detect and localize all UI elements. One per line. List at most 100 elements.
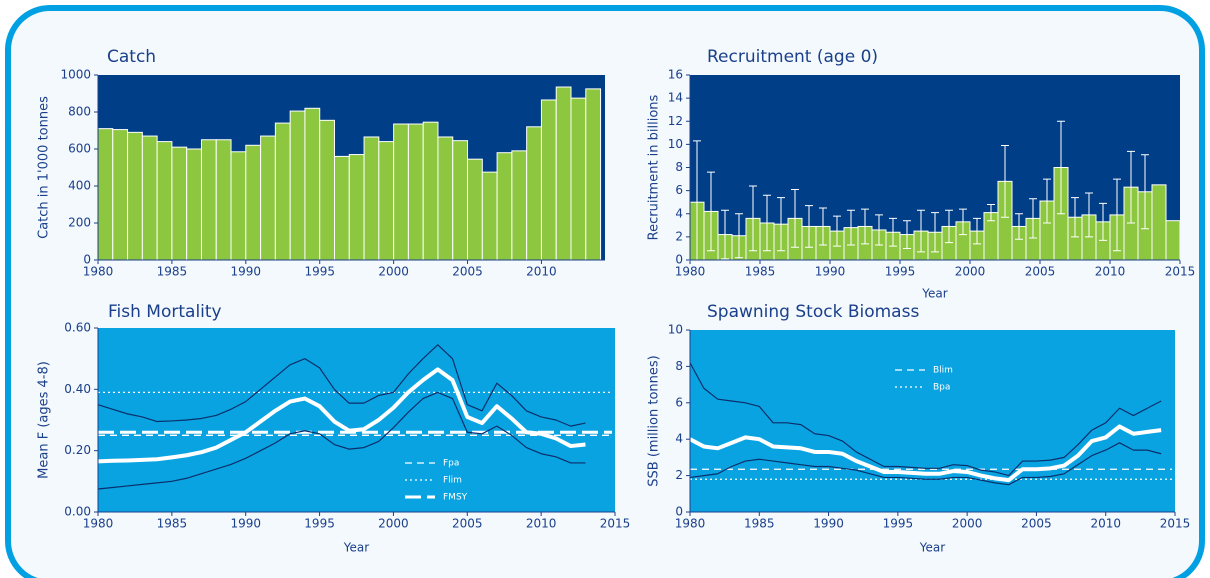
x-tick-label: 1985 (744, 517, 775, 531)
bar (289, 110, 306, 261)
y-tick-label: 6 (675, 395, 683, 409)
bar (407, 123, 424, 261)
y-tick-label: 10 (668, 323, 683, 337)
y-tick-label: 6 (675, 183, 683, 197)
bar (171, 146, 188, 261)
error-bar (749, 185, 757, 252)
error-bar (721, 209, 729, 260)
x-tick-label: 2010 (1095, 265, 1126, 279)
x-tick-label: 1990 (813, 517, 844, 531)
legend-label: FMSY (443, 493, 468, 503)
x-tick-label: 2000 (378, 517, 409, 531)
x-tick-label: 2015 (600, 517, 631, 531)
error-bar (945, 209, 953, 244)
bar (1151, 184, 1167, 261)
y-tick-label: 12 (668, 114, 683, 128)
chart-title: Fish Mortality (108, 302, 222, 322)
y-tick-label: 600 (68, 142, 91, 156)
y-tick-label: 0.00 (64, 505, 91, 519)
panel: Catch Catch in 1'000 tonnes 0 200 400 600 800 1… (37, 47, 605, 279)
x-axis-label: Year (343, 541, 369, 555)
y-tick-label: 0 (83, 253, 91, 267)
error-bar (777, 197, 785, 252)
bar (452, 140, 469, 261)
chart-title: Recruitment (age 0) (707, 47, 878, 67)
bar (334, 155, 350, 261)
error-bar (847, 209, 855, 246)
error-bar (805, 205, 813, 248)
x-tick-label: 1995 (883, 517, 914, 531)
error-bar (1029, 198, 1037, 239)
x-tick-label: 2005 (452, 517, 483, 531)
x-tick-label: 1990 (815, 265, 846, 279)
y-tick-label: 0.20 (64, 443, 91, 457)
x-tick-label: 2010 (526, 517, 557, 531)
error-bar (1085, 192, 1093, 238)
x-axis-label: Year (919, 541, 945, 555)
error-bar (1071, 197, 1079, 238)
error-bar (973, 217, 981, 245)
error-bar (791, 188, 799, 248)
error-bar (707, 171, 715, 252)
bar (422, 121, 439, 261)
bar (526, 126, 542, 261)
y-axis-label: Catch in 1'000 tonnes (37, 96, 52, 239)
y-tick-label: 800 (68, 105, 91, 119)
y-tick-label: 2 (675, 468, 683, 482)
series-line (97, 367, 586, 464)
x-tick-label: 1980 (83, 265, 114, 279)
x-tick-label: 1995 (304, 265, 335, 279)
bar (481, 171, 498, 261)
error-bar (735, 213, 743, 259)
bar (200, 139, 217, 261)
bar (230, 151, 247, 261)
bar (186, 148, 202, 261)
y-tick-label: 14 (668, 91, 683, 105)
error-bar (987, 204, 995, 222)
bar (319, 119, 336, 261)
x-tick-label: 1985 (157, 517, 188, 531)
x-tick-label: 2010 (1090, 517, 1121, 531)
y-tick-label: 4 (675, 206, 683, 220)
bar (127, 131, 143, 261)
x-tick-label: 2015 (1160, 517, 1191, 531)
bar (437, 136, 454, 261)
bar (141, 135, 158, 261)
error-bar (1057, 120, 1065, 215)
bar (156, 141, 173, 261)
error-bar (1015, 213, 1023, 240)
panel: Recruitment (age 0) Recruitment in billio… (647, 47, 1196, 301)
x-tick-label: 2005 (452, 265, 483, 279)
x-tick-label: 2000 (952, 517, 983, 531)
y-tick-label: 16 (668, 68, 683, 82)
bar (378, 141, 395, 261)
x-tick-label: 1980 (83, 517, 114, 531)
y-tick-label: 4 (675, 432, 683, 446)
y-tick-label: 0 (675, 505, 683, 519)
chart-title: Catch (107, 47, 156, 67)
bar (348, 154, 365, 261)
plot-area (690, 330, 1175, 512)
bar (245, 144, 262, 261)
panel: Fish Mortality Mean F (ages 4-8) Year 0.00 0… (37, 302, 631, 555)
chart-title: Spawning Stock Biomass (707, 302, 919, 322)
x-tick-label: 1990 (230, 517, 261, 531)
x-tick-label: 2000 (378, 265, 409, 279)
x-tick-label: 1985 (157, 265, 188, 279)
y-tick-label: 200 (68, 216, 91, 230)
x-tick-label: 1995 (885, 265, 916, 279)
bar (585, 88, 602, 261)
bar (496, 152, 513, 261)
error-bar (861, 208, 869, 245)
y-tick-label: 0.60 (64, 321, 91, 335)
series-line (689, 362, 1162, 477)
x-tick-label: 1985 (745, 265, 776, 279)
x-tick-label: 2005 (1021, 517, 1052, 531)
y-axis-label: SSB (million tonnes) (647, 355, 662, 486)
error-bar (931, 212, 939, 253)
series-line (97, 391, 586, 490)
error-bar (917, 209, 925, 253)
y-axis-label: Mean F (ages 4-8) (37, 361, 52, 479)
error-bar (903, 220, 911, 249)
